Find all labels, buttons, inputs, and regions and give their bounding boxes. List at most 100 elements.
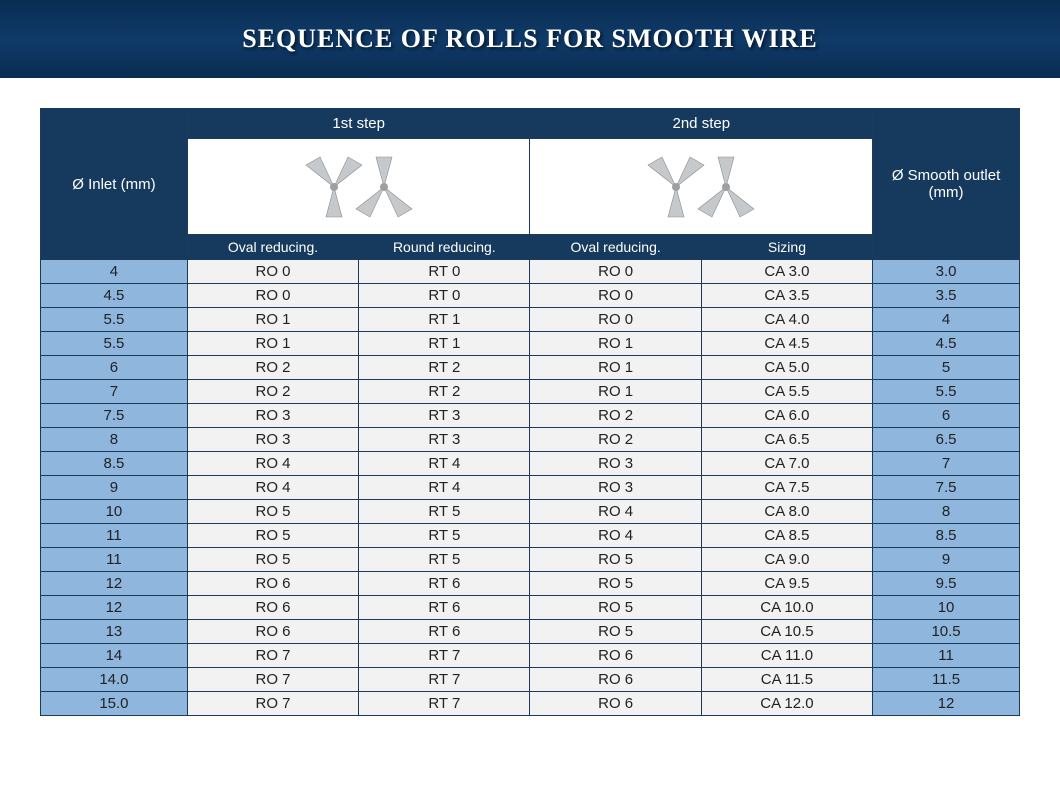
- cell-oval1: RO 1: [187, 332, 358, 356]
- cell-oval1: RO 0: [187, 260, 358, 284]
- cell-inlet: 13: [41, 620, 188, 644]
- cell-outlet: 11: [873, 644, 1020, 668]
- table-row: 15.0RO 7RT 7RO 6CA 12.012: [41, 692, 1020, 716]
- table-row: 11RO 5RT 5RO 4CA 8.58.5: [41, 524, 1020, 548]
- cell-oval2: RO 2: [530, 404, 701, 428]
- cell-round1: RT 5: [359, 500, 530, 524]
- cell-round1: RT 1: [359, 332, 530, 356]
- cell-oval2: RO 6: [530, 668, 701, 692]
- cell-round1: RT 1: [359, 308, 530, 332]
- step1-image-cell: [187, 139, 530, 235]
- table-container: Ø Inlet (mm) 1st step 2nd step Ø Smooth …: [0, 78, 1060, 736]
- cell-inlet: 5.5: [41, 332, 188, 356]
- cell-sizing: CA 4.5: [701, 332, 872, 356]
- cell-inlet: 12: [41, 596, 188, 620]
- cell-inlet: 8: [41, 428, 188, 452]
- cell-oval2: RO 5: [530, 572, 701, 596]
- cell-sizing: CA 7.0: [701, 452, 872, 476]
- cell-oval2: RO 1: [530, 380, 701, 404]
- cell-inlet: 14.0: [41, 668, 188, 692]
- cell-sizing: CA 3.5: [701, 284, 872, 308]
- cell-sizing: CA 8.5: [701, 524, 872, 548]
- cell-oval1: RO 2: [187, 356, 358, 380]
- cell-round1: RT 6: [359, 572, 530, 596]
- cell-outlet: 9: [873, 548, 1020, 572]
- cell-outlet: 5.5: [873, 380, 1020, 404]
- cell-oval1: RO 5: [187, 548, 358, 572]
- cell-sizing: CA 6.5: [701, 428, 872, 452]
- cell-oval1: RO 3: [187, 428, 358, 452]
- cell-outlet: 10: [873, 596, 1020, 620]
- cell-oval1: RO 2: [187, 380, 358, 404]
- cell-oval1: RO 7: [187, 668, 358, 692]
- cell-sizing: CA 8.0: [701, 500, 872, 524]
- cell-outlet: 3.5: [873, 284, 1020, 308]
- cell-round1: RT 3: [359, 428, 530, 452]
- cell-outlet: 8: [873, 500, 1020, 524]
- step2-image-cell: [530, 139, 873, 235]
- cell-round1: RT 5: [359, 548, 530, 572]
- cell-outlet: 6.5: [873, 428, 1020, 452]
- cell-oval2: RO 0: [530, 308, 701, 332]
- cell-oval1: RO 6: [187, 572, 358, 596]
- cell-outlet: 8.5: [873, 524, 1020, 548]
- roll-pair-icon: [534, 143, 868, 230]
- cell-oval1: RO 3: [187, 404, 358, 428]
- cell-inlet: 9: [41, 476, 188, 500]
- cell-inlet: 7: [41, 380, 188, 404]
- table-row: 14.0RO 7RT 7RO 6CA 11.511.5: [41, 668, 1020, 692]
- cell-round1: RT 7: [359, 644, 530, 668]
- page-title: SEQUENCE OF ROLLS FOR SMOOTH WIRE: [242, 24, 817, 54]
- cell-sizing: CA 3.0: [701, 260, 872, 284]
- cell-round1: RT 4: [359, 476, 530, 500]
- cell-oval1: RO 6: [187, 620, 358, 644]
- cell-sizing: CA 7.5: [701, 476, 872, 500]
- cell-round1: RT 2: [359, 356, 530, 380]
- cell-inlet: 7.5: [41, 404, 188, 428]
- cell-oval2: RO 0: [530, 260, 701, 284]
- cell-oval2: RO 3: [530, 452, 701, 476]
- cell-outlet: 7: [873, 452, 1020, 476]
- cell-oval2: RO 5: [530, 596, 701, 620]
- cell-round1: RT 7: [359, 692, 530, 716]
- table-row: 4.5RO 0RT 0RO 0CA 3.53.5: [41, 284, 1020, 308]
- cell-inlet: 8.5: [41, 452, 188, 476]
- cell-sizing: CA 6.0: [701, 404, 872, 428]
- cell-round1: RT 4: [359, 452, 530, 476]
- cell-outlet: 5: [873, 356, 1020, 380]
- cell-inlet: 11: [41, 548, 188, 572]
- cell-round1: RT 6: [359, 596, 530, 620]
- table-row: 12RO 6RT 6RO 5CA 9.59.5: [41, 572, 1020, 596]
- table-row: 7.5RO 3RT 3RO 2CA 6.06: [41, 404, 1020, 428]
- cell-oval1: RO 4: [187, 452, 358, 476]
- cell-outlet: 3.0: [873, 260, 1020, 284]
- cell-round1: RT 7: [359, 668, 530, 692]
- cell-inlet: 10: [41, 500, 188, 524]
- table-row: 5.5RO 1RT 1RO 1CA 4.54.5: [41, 332, 1020, 356]
- cell-sizing: CA 5.0: [701, 356, 872, 380]
- cell-sizing: CA 10.0: [701, 596, 872, 620]
- cell-oval2: RO 1: [530, 332, 701, 356]
- cell-oval1: RO 6: [187, 596, 358, 620]
- cell-oval1: RO 5: [187, 524, 358, 548]
- cell-sizing: CA 11.0: [701, 644, 872, 668]
- cell-oval2: RO 5: [530, 620, 701, 644]
- cell-oval2: RO 5: [530, 548, 701, 572]
- col-header-outlet: Ø Smooth outlet (mm): [873, 109, 1020, 260]
- cell-outlet: 4: [873, 308, 1020, 332]
- cell-round1: RT 5: [359, 524, 530, 548]
- rolls-table: Ø Inlet (mm) 1st step 2nd step Ø Smooth …: [40, 108, 1020, 716]
- table-row: 10RO 5RT 5RO 4CA 8.08: [41, 500, 1020, 524]
- col-header-step2: 2nd step: [530, 109, 873, 139]
- cell-inlet: 15.0: [41, 692, 188, 716]
- cell-sizing: CA 11.5: [701, 668, 872, 692]
- table-row: 7RO 2RT 2RO 1CA 5.55.5: [41, 380, 1020, 404]
- cell-round1: RT 0: [359, 284, 530, 308]
- subheader-oval2: Oval reducing.: [530, 235, 701, 260]
- table-row: 11RO 5RT 5RO 5CA 9.09: [41, 548, 1020, 572]
- cell-oval2: RO 6: [530, 692, 701, 716]
- subheader-oval1: Oval reducing.: [187, 235, 358, 260]
- subheader-sizing: Sizing: [701, 235, 872, 260]
- cell-inlet: 4.5: [41, 284, 188, 308]
- cell-oval1: RO 1: [187, 308, 358, 332]
